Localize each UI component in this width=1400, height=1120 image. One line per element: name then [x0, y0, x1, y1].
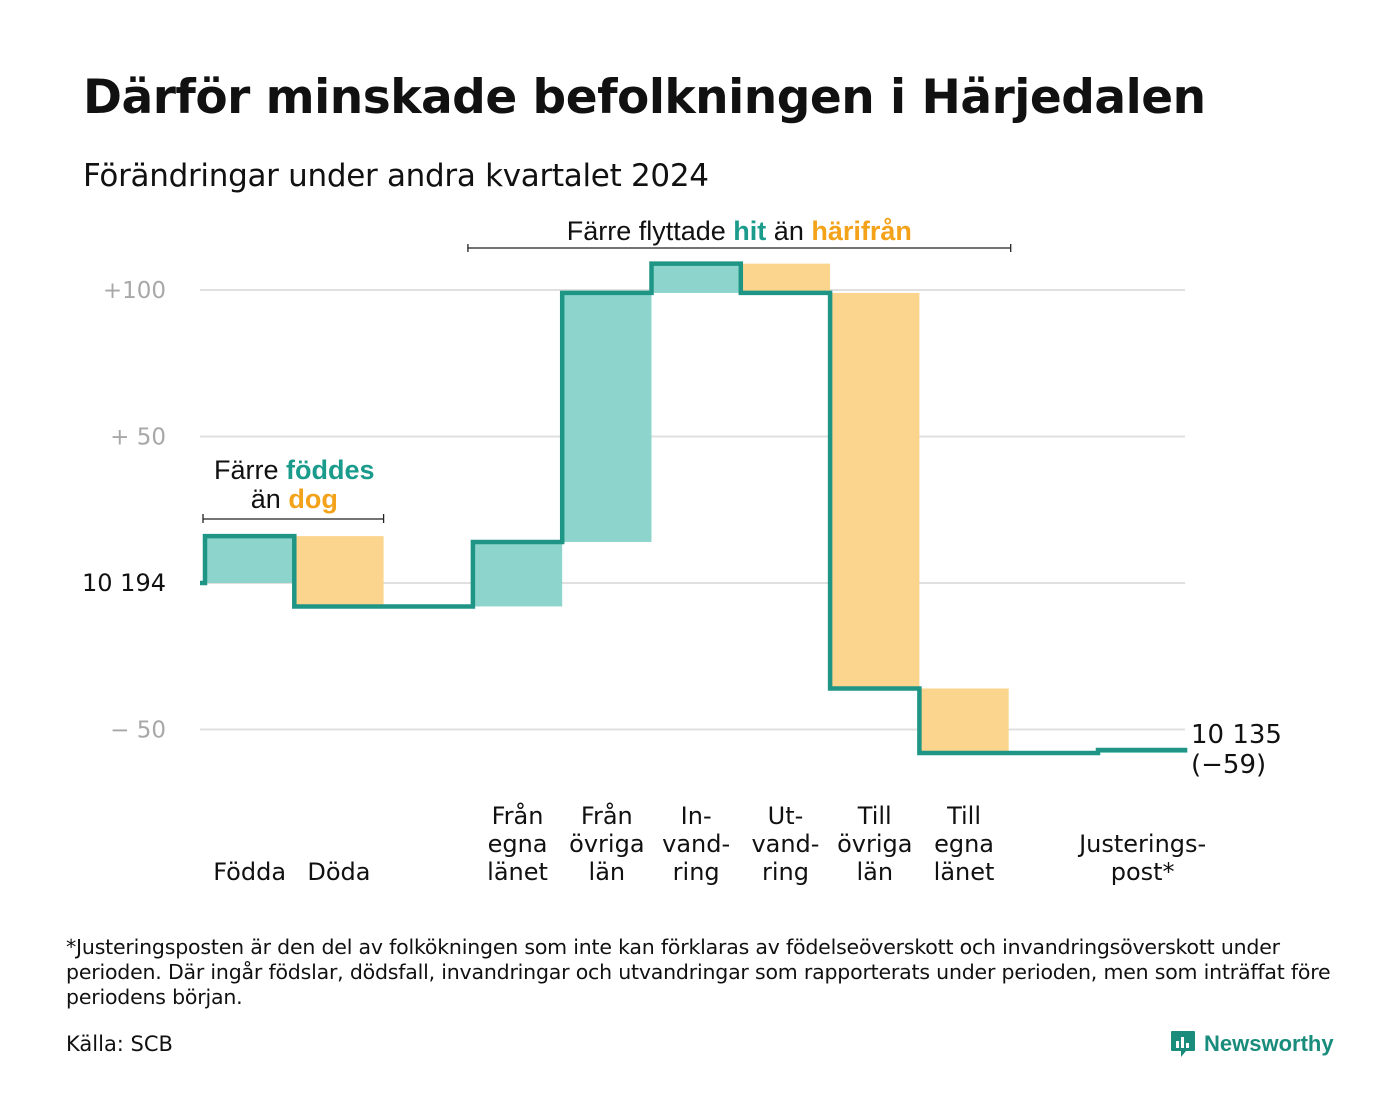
annotation-migration-highlight: hit: [733, 216, 766, 246]
category-label: Döda: [307, 858, 370, 886]
cumulative-step-line: [200, 261, 1188, 756]
annotation-birth-line2: än dog: [251, 484, 338, 514]
category-label: Födda: [213, 858, 286, 886]
category-label: egna: [488, 830, 548, 858]
bar-från-övriga-län: [562, 292, 652, 542]
newsworthy-logo: Newsworthy: [1170, 1028, 1334, 1060]
category-label: In-: [681, 802, 712, 830]
end-change-label: (−59): [1191, 750, 1266, 780]
category-label: Ut-: [768, 802, 804, 830]
y-tick-label: − 50: [110, 718, 166, 744]
category-label: övriga: [837, 830, 912, 858]
annotation-space: [766, 216, 774, 246]
chart-title: Därför minskade befolkningen i Härjedale…: [83, 70, 1206, 125]
annotation-space: [281, 484, 289, 514]
category-label: län: [856, 858, 893, 886]
category-label: Till: [946, 802, 981, 830]
bar-döda: [294, 536, 384, 607]
category-label: egna: [934, 830, 994, 858]
category-label: Till: [857, 802, 892, 830]
category-label: övriga: [569, 830, 644, 858]
bar-från-egna-länet: [472, 541, 563, 607]
bar-utvandring: [740, 263, 831, 293]
annotation-migration-highlight2: härifrån: [811, 216, 912, 246]
category-label: länet: [934, 858, 995, 886]
category-label: Från: [492, 801, 544, 830]
category-label: Från: [581, 801, 633, 830]
annotation-birth-highlight2: dog: [288, 484, 337, 514]
footnote: *Justeringsposten är den del av folkökni…: [66, 935, 1331, 1009]
y-baseline-label: 10 194: [82, 569, 166, 597]
annotation-space: [804, 216, 812, 246]
y-tick-label: + 50: [110, 425, 166, 451]
category-label: vand-: [751, 830, 819, 858]
annotation-birth-prefix: Färre: [214, 455, 279, 485]
category-label: Justerings-: [1077, 830, 1206, 858]
category-label: vand-: [662, 830, 730, 858]
category-label: länet: [487, 858, 548, 886]
bar-till-egna-länet: [919, 688, 1009, 753]
newsworthy-logo-text: Newsworthy: [1204, 1031, 1334, 1056]
annotation-migration-middle: än: [774, 216, 804, 246]
annotation-migration-line: Färre flyttade hit än härifrån: [567, 216, 912, 246]
category-label: ring: [762, 858, 809, 886]
annotation-migration-prefix: Färre flyttade: [567, 216, 726, 246]
annotation-space: [726, 216, 734, 246]
category-label: post*: [1111, 858, 1175, 886]
annotation-birth-highlight: föddes: [286, 455, 375, 485]
category-label: ring: [673, 858, 720, 886]
bar-till-övriga-län: [830, 292, 920, 689]
bar-invandring: [651, 263, 741, 293]
end-value-label: 10 135: [1191, 720, 1282, 750]
newsworthy-logo-icon: [1171, 1031, 1195, 1057]
annotation-birth-line1: Färre föddes: [214, 455, 375, 485]
chart-subtitle: Förändringar under andra kvartalet 2024: [83, 158, 709, 194]
source-label: Källa: SCB: [66, 1032, 173, 1056]
annotation-space: [279, 455, 287, 485]
category-label: län: [589, 858, 626, 886]
y-tick-label: +100: [103, 278, 166, 304]
bar-födda: [205, 536, 295, 583]
annotation-birth-middle: än: [251, 484, 281, 514]
